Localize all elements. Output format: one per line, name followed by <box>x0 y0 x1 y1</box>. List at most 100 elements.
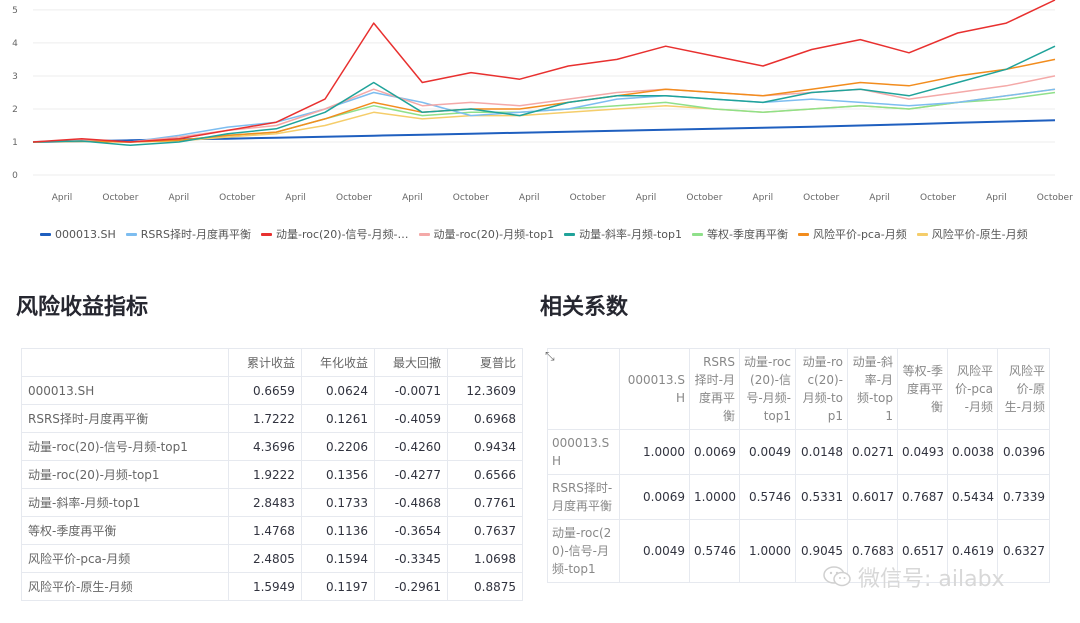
table-cell: 4.3696 <box>227 432 302 461</box>
legend-item[interactable]: RSRS择时-月度再平衡 <box>125 226 251 242</box>
column-header[interactable]: 000013.SH <box>619 348 690 430</box>
table-row: 000013.SH 0.6659 0.0624 -0.0071 12.3609 <box>21 376 523 405</box>
x-tick-label: October <box>570 193 606 203</box>
legend-label: RSRS择时-月度再平衡 <box>140 228 251 241</box>
table-cell: 0.6659 <box>227 376 302 405</box>
watermark: 微信号: ailabx <box>822 561 1005 593</box>
y-tick-label: 3 <box>12 72 18 82</box>
column-header[interactable]: 风险平价-pca-月频 <box>947 348 998 430</box>
correlation-table-container[interactable]: 000013.SH RSRS择时-月度再平衡 动量-roc(20)-信号-月频-to… <box>547 348 1053 623</box>
table-cell: 1.0000 <box>739 519 796 583</box>
table-cell: 1.4768 <box>227 516 302 545</box>
legend-swatch <box>40 232 51 236</box>
x-tick-label: April <box>753 193 774 203</box>
column-header[interactable]: 风险平价-原生-月频 <box>997 348 1050 430</box>
table-row: 风险平价-pca-月频 2.4805 0.1594 -0.3345 1.0698 <box>21 544 523 573</box>
nav-line-chart: 0 1 2 3 4 5 April October April October April Octob… <box>12 0 1073 203</box>
column-header[interactable]: RSRS择时-月度再平衡 <box>689 348 740 430</box>
column-header[interactable]: 动量-斜率-月频-top1 <box>847 348 898 430</box>
expand-icon[interactable]: ⤡ <box>545 349 555 363</box>
x-tick-label: April <box>986 193 1007 203</box>
row-header: 000013.SH <box>21 376 229 405</box>
table-cell: -0.4059 <box>373 404 449 433</box>
risk-return-title: 风险收益指标 <box>16 295 149 320</box>
table-cell: 1.5949 <box>227 572 302 601</box>
table-cell: 1.0000 <box>619 429 690 475</box>
series-line-3 <box>32 75 1056 143</box>
legend-item[interactable]: 动量-roc(20)-月频-top1 <box>418 226 555 242</box>
x-tick-label: October <box>803 193 839 203</box>
table-cell: 2.4805 <box>227 544 302 573</box>
table-cell: 0.0049 <box>619 519 690 583</box>
column-header[interactable]: 夏普比 <box>447 348 523 377</box>
row-header: 风险平价-原生-月频 <box>21 572 229 601</box>
legend-label: 风险平价-pca-月频 <box>812 228 907 241</box>
x-tick-label: April <box>169 193 190 203</box>
series-line-6 <box>32 58 1056 143</box>
table-cell: 0.7683 <box>847 519 898 583</box>
column-header[interactable]: 累计收益 <box>227 348 302 377</box>
row-header: 000013.SH <box>547 429 620 475</box>
legend-label: 000013.SH <box>55 227 116 241</box>
legend-item[interactable]: 动量-斜率-月频-top1 <box>564 226 682 242</box>
table-cell: 0.0069 <box>689 429 740 475</box>
table-cell: 12.3609 <box>447 376 523 405</box>
x-tick-label: October <box>920 193 956 203</box>
legend-label: 动量-roc(20)-信号-月频-… <box>275 228 409 241</box>
table-cell: -0.4868 <box>373 488 449 517</box>
table-cell: 0.5331 <box>795 474 848 520</box>
chart-legend[interactable]: 000013.SH RSRS择时-月度再平衡 动量-roc(20)-信号-月频-… 动… <box>40 226 1028 242</box>
row-header: 动量-roc(20)-信号-月频-top1 <box>21 432 229 461</box>
x-tick-label: April <box>869 193 890 203</box>
table-cell: 0.8875 <box>447 572 523 601</box>
legend-item[interactable]: 风险平价-pca-月频 <box>797 226 907 242</box>
correlation-title: 相关系数 <box>540 295 629 320</box>
legend-swatch <box>125 232 137 236</box>
y-tick-label: 1 <box>12 138 18 148</box>
legend-item[interactable]: 000013.SH <box>40 226 116 242</box>
x-tick-label: April <box>402 193 423 203</box>
table-cell: -0.2961 <box>373 572 449 601</box>
legend-item[interactable]: 动量-roc(20)-信号-月频-… <box>260 226 409 242</box>
table-cell: 1.9222 <box>227 460 302 489</box>
row-header: 动量-roc(20)-信号-月频-top1 <box>547 519 620 583</box>
series-line-0 <box>32 119 1056 143</box>
table-cell: 0.7761 <box>447 488 523 517</box>
table-row: RSRS择时-月度再平衡 0.0069 1.0000 0.5746 0.5331 0.60… <box>547 474 1050 520</box>
y-tick-label: 5 <box>12 6 18 16</box>
table-cell: 0.0038 <box>947 429 998 475</box>
table-cell: 1.0698 <box>447 544 523 573</box>
series-line-2 <box>32 0 1056 143</box>
column-header[interactable]: 动量-roc(20)-信号-月频-top1 <box>739 348 796 430</box>
x-tick-label: October <box>336 193 372 203</box>
table-row: 等权-季度再平衡 1.4768 0.1136 -0.3654 0.7637 <box>21 516 523 545</box>
table-cell: 0.7687 <box>897 474 948 520</box>
row-header: 动量-斜率-月频-top1 <box>21 488 229 517</box>
column-header[interactable]: 最大回撤 <box>373 348 449 377</box>
legend-swatch <box>916 232 928 236</box>
x-tick-label: April <box>52 193 73 203</box>
x-tick-label: October <box>102 193 138 203</box>
row-header: 动量-roc(20)-月频-top1 <box>21 460 229 489</box>
column-header[interactable]: 年化收益 <box>300 348 375 377</box>
correlation-table: 000013.SH RSRS择时-月度再平衡 动量-roc(20)-信号-月频-to… <box>547 348 1050 583</box>
table-cell: 0.1733 <box>300 488 375 517</box>
table-row: RSRS择时-月度再平衡 1.7222 0.1261 -0.4059 0.6968 <box>21 404 523 433</box>
watermark-text: 微信号: ailabx <box>858 567 1005 592</box>
table-cell: 0.1594 <box>300 544 375 573</box>
table-row: 风险平价-原生-月频 1.5949 0.1197 -0.2961 0.8875 <box>21 572 523 601</box>
legend-swatch <box>797 232 809 236</box>
row-header: RSRS择时-月度再平衡 <box>21 404 229 433</box>
table-cell: 0.6968 <box>447 404 523 433</box>
table-cell: 0.0148 <box>795 429 848 475</box>
legend-label: 动量-roc(20)-月频-top1 <box>433 228 555 241</box>
legend-item[interactable]: 风险平价-原生-月频 <box>916 226 1028 242</box>
wechat-icon <box>823 566 851 587</box>
table-cell: 1.0000 <box>689 474 740 520</box>
table-cell: 2.8483 <box>227 488 302 517</box>
table-row: 动量-roc(20)-信号-月频-top1 0.0049 0.5746 1.0000 0… <box>547 519 1050 583</box>
legend-item[interactable]: 等权-季度再平衡 <box>692 226 788 242</box>
column-header[interactable]: 动量-roc(20)-月频-top1 <box>795 348 848 430</box>
column-header[interactable]: 等权-季度再平衡 <box>897 348 948 430</box>
x-tick-label: October <box>686 193 722 203</box>
